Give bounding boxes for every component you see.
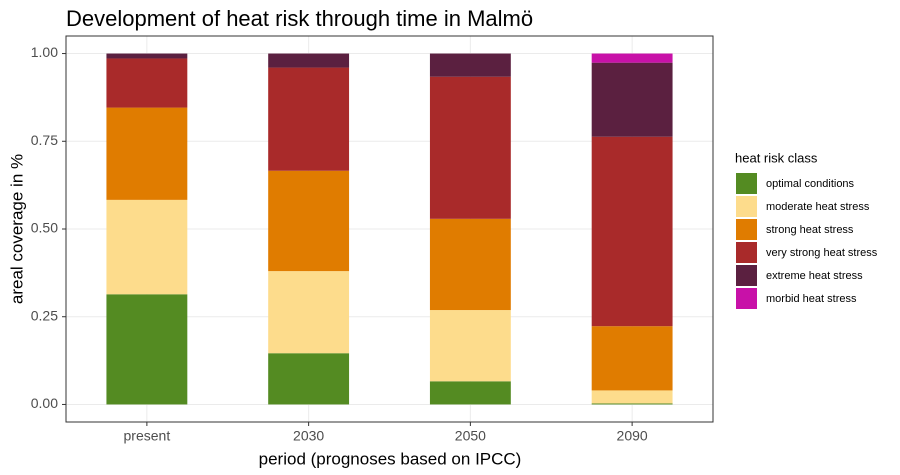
bar-segment xyxy=(591,136,673,327)
legend-label: extreme heat stress xyxy=(766,270,863,282)
bar-segment xyxy=(429,381,511,405)
legend-label: strong heat stress xyxy=(766,224,854,236)
x-tick-label: present xyxy=(124,428,171,444)
bar-segment xyxy=(106,53,188,59)
bar-segment xyxy=(429,310,511,382)
plot-border xyxy=(65,35,714,423)
y-axis-title: areal coverage in % xyxy=(7,154,26,304)
legend-swatch xyxy=(736,242,757,263)
bar-segment xyxy=(591,53,673,63)
bar-segment xyxy=(106,199,188,295)
x-tick-label: 2030 xyxy=(293,428,324,444)
bar-segment xyxy=(429,53,511,77)
y-tick-label: 0.50 xyxy=(31,220,58,236)
y-tick-label: 0.00 xyxy=(31,395,58,411)
x-axis-title: period (prognoses based on IPCC) xyxy=(259,449,522,468)
x-tick-label: 2090 xyxy=(617,428,648,444)
bar-segment xyxy=(106,294,188,405)
bar-segment xyxy=(591,326,673,391)
bar-segment xyxy=(106,58,188,108)
legend-swatch xyxy=(736,173,757,194)
y-tick-label: 1.00 xyxy=(31,44,58,60)
legend-swatch xyxy=(736,288,757,309)
bar-segment xyxy=(591,390,673,404)
bar-segment xyxy=(268,170,350,272)
legend-label: morbid heat stress xyxy=(766,293,857,305)
legend-swatch xyxy=(736,219,757,240)
legend-label: very strong heat stress xyxy=(766,247,878,259)
bar-segment xyxy=(268,271,350,354)
x-tick-label: 2050 xyxy=(455,428,486,444)
legend-label: moderate heat stress xyxy=(766,201,870,213)
bar-segment xyxy=(268,67,350,171)
y-tick-label: 0.25 xyxy=(31,307,58,323)
legend-swatch xyxy=(736,196,757,217)
y-tick-label: 0.75 xyxy=(31,132,58,148)
legend-title: heat risk class xyxy=(735,150,818,165)
bar-segment xyxy=(106,107,188,200)
legend-label: optimal conditions xyxy=(766,178,855,190)
bar-segment xyxy=(268,53,350,68)
bar-segment xyxy=(429,218,511,311)
bar-segment xyxy=(268,353,350,405)
chart-title: Development of heat risk through time in… xyxy=(66,6,533,31)
bar-segment xyxy=(591,403,673,405)
bar-segment xyxy=(591,62,673,137)
legend-swatch xyxy=(736,265,757,286)
bar-segment xyxy=(429,76,511,219)
